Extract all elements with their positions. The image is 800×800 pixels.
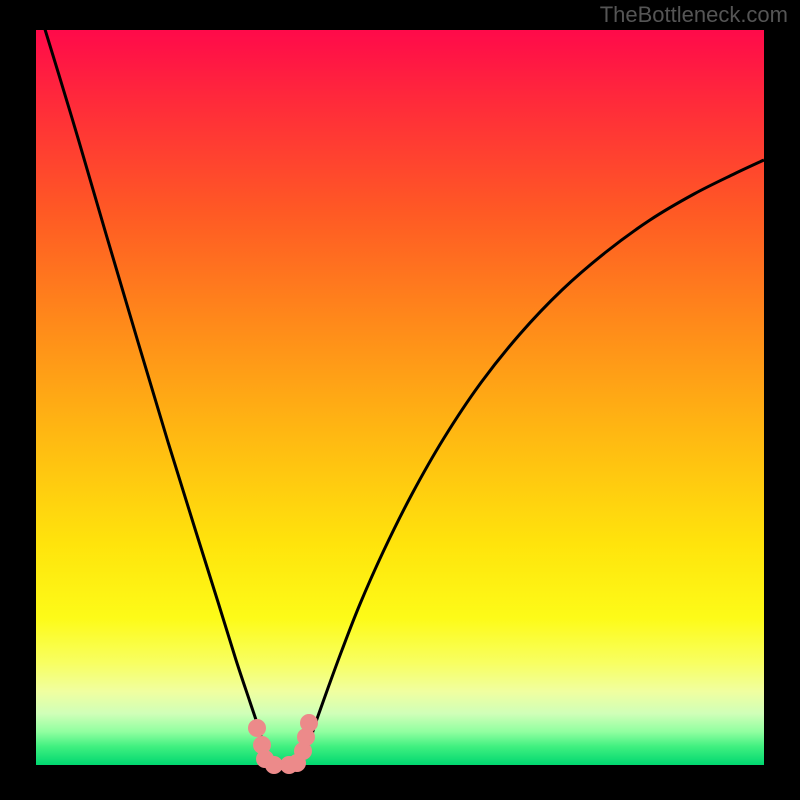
chart-container: TheBottleneck.com — [0, 0, 800, 800]
watermark-text: TheBottleneck.com — [600, 2, 788, 28]
plot-background — [36, 30, 764, 765]
marker-dot — [301, 715, 318, 732]
marker-dot — [249, 720, 266, 737]
marker-dot — [266, 757, 283, 774]
bottleneck-chart — [0, 0, 800, 800]
